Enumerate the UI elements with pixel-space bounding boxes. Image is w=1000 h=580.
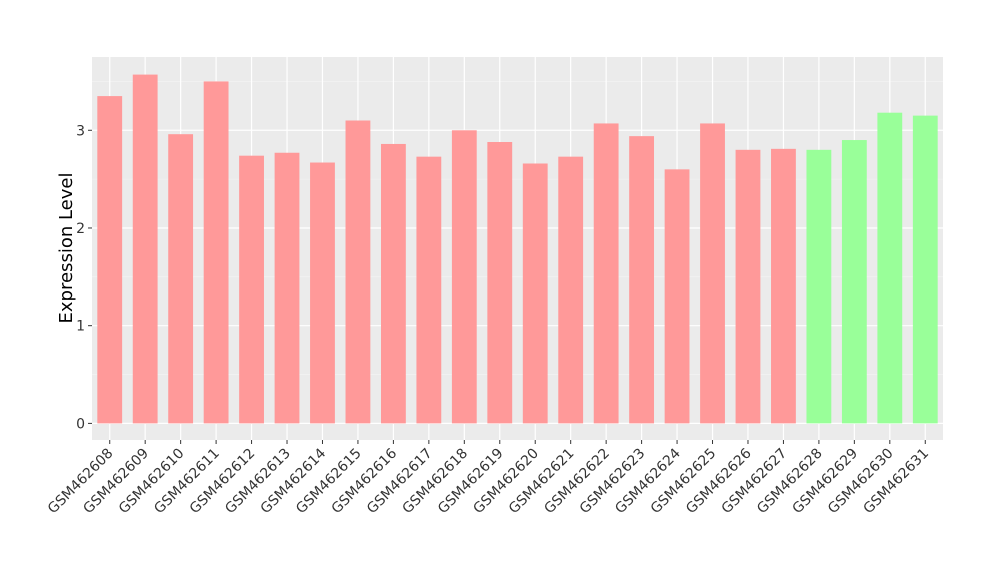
bar (735, 149, 761, 424)
y-tick-label: 3 (76, 123, 85, 139)
panel (92, 57, 943, 440)
bar (310, 162, 335, 424)
bar (522, 163, 548, 424)
bar (664, 169, 690, 424)
bar (487, 142, 513, 424)
bar (132, 74, 158, 424)
bar (97, 96, 123, 424)
y-axis-label: Expression Level (56, 173, 77, 324)
bar (168, 134, 194, 424)
bar (771, 148, 796, 424)
bar (593, 123, 619, 424)
y-tick-label: 1 (76, 319, 85, 335)
bar (239, 155, 264, 424)
bar (806, 149, 832, 424)
bar (451, 130, 477, 424)
y-tick-label: 2 (76, 221, 85, 237)
bar (558, 156, 584, 424)
bar (416, 156, 442, 424)
bar (700, 123, 725, 424)
y-tick-label: 0 (76, 416, 85, 432)
bar (380, 143, 406, 424)
bar (877, 112, 903, 424)
bar (345, 120, 371, 424)
bar (841, 140, 867, 424)
bar (203, 81, 229, 424)
bar (912, 115, 938, 424)
bar (629, 136, 655, 424)
bar (274, 152, 300, 424)
